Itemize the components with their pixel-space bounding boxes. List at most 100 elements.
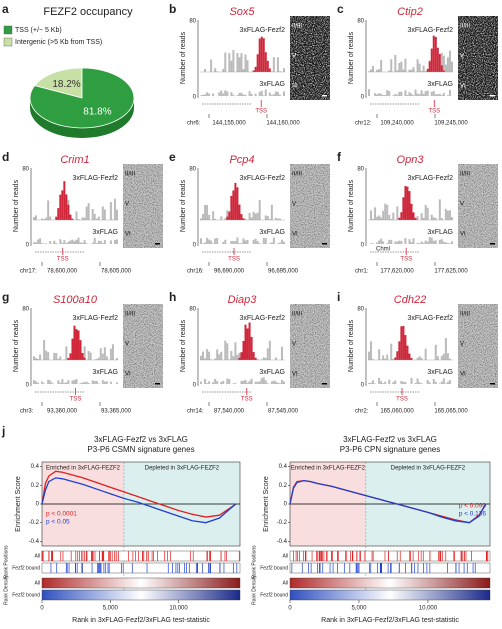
tss-label: TSS: [241, 397, 253, 403]
read-bar: [430, 214, 433, 220]
control-bar: [382, 95, 385, 96]
rank-row: [41, 562, 241, 574]
peak-bar: [69, 353, 72, 360]
peak-bar: [246, 328, 249, 360]
control-bar: [394, 93, 397, 96]
control-bar: [420, 241, 423, 244]
layer-label: V: [292, 202, 296, 208]
y-axis-label: Enrichment Score: [15, 476, 22, 532]
scale-bar: [490, 243, 495, 245]
read-bar: [408, 69, 411, 72]
control-bar: [63, 240, 66, 244]
read-bar: [113, 198, 116, 220]
peak-bar: [402, 197, 405, 220]
peak-bar: [236, 187, 239, 220]
read-bar: [228, 53, 231, 72]
layer-label: II/III: [460, 172, 470, 178]
control-bar: [434, 240, 437, 244]
control-bar: [59, 239, 62, 244]
control-bar: [262, 95, 265, 96]
tss-label: TSS: [400, 257, 412, 263]
peak-bar: [252, 352, 255, 360]
peak-bar: [394, 357, 397, 360]
read-bar: [368, 351, 370, 360]
layer-label: VI: [125, 372, 131, 378]
read-bar: [33, 217, 35, 220]
control-bar: [376, 242, 379, 244]
control-bar: [113, 239, 116, 244]
control-bar: [390, 239, 393, 244]
read-bar: [254, 213, 257, 220]
read-bar: [420, 70, 423, 72]
read-bar: [268, 218, 271, 220]
scale-bar: [322, 383, 327, 385]
control-bar: [79, 383, 82, 384]
control-bar: [278, 383, 281, 384]
y-tick-label: 0.4: [31, 464, 40, 470]
scale-bar: [490, 383, 495, 385]
control-bar: [61, 379, 64, 384]
read-bar: [45, 350, 48, 360]
peak-bar: [75, 329, 78, 360]
chrom-label: chr1:: [355, 269, 369, 275]
control-bar: [238, 243, 241, 244]
layer-label: V: [125, 202, 129, 208]
read-bar: [438, 199, 441, 220]
read-bar: [378, 349, 381, 360]
control-bar: [254, 93, 257, 96]
peak-bar: [69, 214, 72, 220]
control-bar: [240, 92, 243, 96]
plot-title: 3xFLAG-Fezf2 vs 3xFLAG: [94, 435, 188, 444]
control-bar: [45, 243, 48, 244]
control-bar: [93, 381, 96, 384]
y-tick-label: 0.2: [31, 483, 40, 489]
peak-bar: [79, 340, 82, 360]
control-bar: [274, 381, 277, 384]
coord-label: 87,540,000: [214, 409, 245, 415]
read-bar: [65, 346, 68, 360]
control-bar: [226, 378, 229, 384]
control-bar: [200, 95, 202, 96]
control-bar: [382, 383, 385, 384]
read-bar: [444, 208, 447, 220]
read-bar: [236, 53, 239, 72]
control-bar: [282, 91, 285, 96]
control-bar: [404, 238, 407, 244]
side-label: Rank Positions: [251, 545, 257, 579]
control-bar: [274, 91, 277, 96]
read-bar: [232, 50, 235, 72]
control-bar: [35, 242, 38, 244]
pie-slice: [29, 67, 135, 129]
control-bar: [418, 94, 421, 96]
es-curve: [41, 470, 237, 518]
layer-label: VI: [460, 372, 466, 378]
control-bar: [33, 380, 35, 384]
read-bar: [274, 357, 277, 360]
y-tick-label: 0: [284, 502, 288, 508]
p-value: p < 0.0001: [46, 511, 77, 518]
peak-bar: [262, 38, 265, 72]
read-bar: [382, 355, 385, 360]
control-bar: [256, 241, 259, 244]
peak-bar: [63, 181, 66, 220]
y-axis-label: Number of reads: [180, 179, 187, 232]
micrograph-texture: [290, 304, 330, 388]
read-bar: [210, 59, 213, 72]
read-bar: [422, 217, 425, 220]
read-bar: [59, 356, 62, 360]
read-bar: [39, 354, 42, 360]
control-bar: [65, 382, 68, 384]
read-bar: [63, 359, 66, 360]
y-axis-label: Number of reads: [180, 319, 187, 372]
control-bar: [212, 93, 215, 96]
read-bar: [238, 57, 241, 72]
read-bar: [45, 217, 48, 220]
control-bar: [446, 243, 449, 244]
read-bar: [206, 349, 209, 360]
peak-bar: [254, 66, 257, 72]
read-bar: [396, 206, 399, 220]
control-label: 3xFLAG: [427, 229, 453, 236]
control-bar: [392, 95, 395, 96]
peak-bar: [426, 68, 429, 72]
coord-label: 96,695,000: [268, 269, 299, 275]
